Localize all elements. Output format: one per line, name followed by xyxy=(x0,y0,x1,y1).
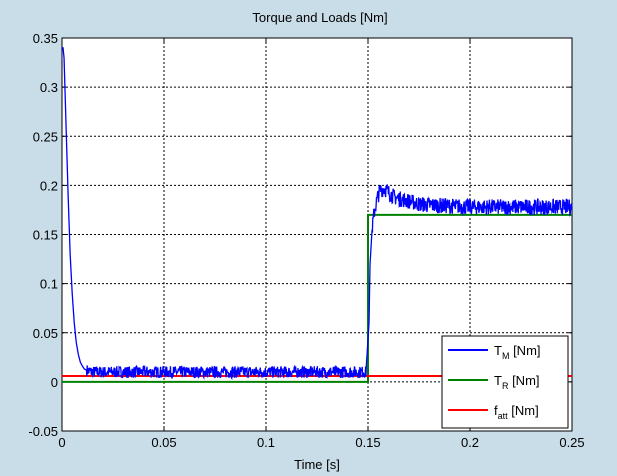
x-tick-label: 0 xyxy=(58,435,65,450)
y-tick-label: 0.05 xyxy=(33,326,58,341)
axis-ticks: 0 0.05 0.1 0.15 0.2 0.25-0.0500.050.10.150.20… xyxy=(28,31,584,450)
legend-subscript: M xyxy=(502,351,510,361)
x-tick-label: 0.15 xyxy=(355,435,380,450)
series-line-tr xyxy=(62,213,572,383)
series-line-tm xyxy=(62,47,573,381)
legend-unit: [Nm] xyxy=(508,403,539,418)
y-tick-label: 0.35 xyxy=(33,31,58,46)
legend-symbol: T xyxy=(494,373,502,388)
y-tick-label: -0.05 xyxy=(28,424,58,439)
x-tick-label: 0.1 xyxy=(257,435,275,450)
legend-symbol: T xyxy=(494,343,502,358)
legend: TM [Nm]TR [Nm]fatt [Nm] xyxy=(441,335,569,429)
y-tick-label: 0.25 xyxy=(33,129,58,144)
y-tick-label: 0 xyxy=(51,375,58,390)
y-tick-label: 0.3 xyxy=(40,80,58,95)
legend-entry: TR [Nm] xyxy=(494,373,540,391)
chart-title: Torque and Loads [Nm] xyxy=(252,10,387,25)
legend-box xyxy=(441,335,569,429)
x-axis-label: Time [s] xyxy=(294,457,340,472)
legend-unit: [Nm] xyxy=(508,373,539,388)
x-tick-label: 0.25 xyxy=(559,435,584,450)
legend-subscript: R xyxy=(502,381,509,391)
legend-unit: [Nm] xyxy=(509,343,540,358)
legend-entry: TM [Nm] xyxy=(494,343,541,361)
legend-symbol: f xyxy=(494,403,498,418)
y-tick-label: 0.1 xyxy=(40,277,58,292)
legend-subscript: att xyxy=(498,411,509,421)
y-tick-label: 0.15 xyxy=(33,228,58,243)
x-tick-label: 0.05 xyxy=(151,435,176,450)
y-tick-label: 0.2 xyxy=(40,178,58,193)
x-tick-label: 0.2 xyxy=(461,435,479,450)
legend-entry: fatt [Nm] xyxy=(494,403,539,421)
